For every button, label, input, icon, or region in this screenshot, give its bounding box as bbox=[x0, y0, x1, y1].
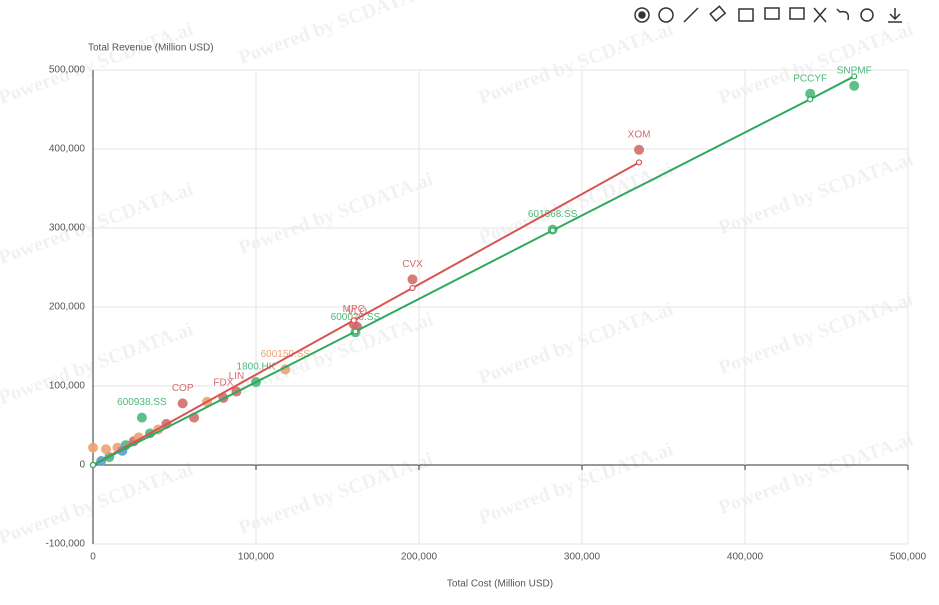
watermark: Powered by SCDATA.ai bbox=[476, 438, 677, 529]
watermark: Powered by SCDATA.ai bbox=[0, 318, 196, 409]
y-tick-label: 100,000 bbox=[49, 381, 86, 392]
watermark: Powered by SCDATA.ai bbox=[476, 18, 677, 109]
trend-point bbox=[350, 317, 357, 324]
tool-refresh[interactable] bbox=[860, 8, 874, 22]
watermark: Powered by SCDATA.ai bbox=[236, 168, 437, 259]
y-tick-label: 400,000 bbox=[49, 144, 86, 155]
point bbox=[849, 80, 860, 91]
tool-line[interactable] bbox=[683, 7, 699, 23]
tool-clear[interactable] bbox=[658, 7, 674, 23]
watermark: Powered by SCDATA.ai bbox=[716, 428, 917, 519]
trend-point bbox=[851, 73, 858, 80]
watermark: Powered by SCDATA.ai bbox=[476, 298, 677, 389]
trend-line bbox=[92, 75, 855, 466]
watermark: Powered by SCDATA.ai bbox=[0, 178, 196, 269]
point-label: 600028.SS bbox=[331, 312, 381, 323]
watermark: Powered by SCDATA.ai bbox=[716, 148, 917, 239]
point-label: XOM bbox=[628, 129, 651, 140]
trend-point bbox=[352, 328, 359, 335]
y-tick-label: 200,000 bbox=[49, 302, 86, 313]
tool-comment[interactable] bbox=[764, 7, 780, 20]
point-label: COP bbox=[172, 383, 194, 394]
tool-download[interactable] bbox=[888, 8, 902, 23]
watermark: Powered by SCDATA.ai bbox=[0, 18, 196, 109]
tool-tag[interactable] bbox=[709, 5, 727, 22]
point-label: 601868.SS bbox=[528, 209, 578, 220]
trend-point bbox=[549, 227, 556, 234]
tool-select-dot bbox=[638, 11, 646, 19]
trend-point bbox=[89, 461, 97, 469]
point bbox=[177, 398, 188, 409]
point bbox=[805, 88, 816, 99]
point-label: 1800.HK bbox=[237, 362, 276, 373]
tool-note[interactable] bbox=[789, 7, 805, 20]
trend-line bbox=[92, 161, 640, 466]
watermarks: Powered by SCDATA.ai Powered by SCDATA.ai… bbox=[0, 0, 916, 549]
tool-select[interactable] bbox=[634, 7, 650, 23]
x-tick-label: 0 bbox=[90, 552, 96, 563]
y-axis-title: Total Revenue (Million USD) bbox=[88, 43, 214, 54]
toolbar bbox=[634, 5, 902, 23]
x-axis-title: Total Cost (Million USD) bbox=[447, 579, 553, 590]
tool-cut[interactable] bbox=[813, 7, 827, 23]
point-label: SNPMF bbox=[837, 65, 872, 76]
point-label: 600938.SS bbox=[117, 397, 167, 408]
point-label: 600150.SS bbox=[261, 349, 311, 360]
point-label: MPC bbox=[343, 304, 365, 315]
point bbox=[101, 444, 112, 455]
tool-table[interactable] bbox=[738, 8, 754, 22]
point-label: FDX bbox=[213, 377, 233, 388]
point bbox=[136, 412, 147, 423]
point-label: PCCYF bbox=[793, 73, 827, 84]
y-tick-label: 300,000 bbox=[49, 223, 86, 234]
y-tick-label: 500,000 bbox=[49, 65, 86, 76]
x-tick-label: 100,000 bbox=[238, 552, 275, 563]
trend-point bbox=[409, 284, 416, 292]
watermark: Powered by SCDATA.ai bbox=[236, 448, 437, 539]
point-label: LIN bbox=[229, 371, 245, 382]
trend-point bbox=[635, 159, 643, 166]
point-label: VLO bbox=[347, 306, 367, 317]
y-tick-label: 0 bbox=[79, 460, 85, 471]
tool-undo[interactable] bbox=[836, 8, 850, 21]
watermark: Powered by SCDATA.ai bbox=[0, 458, 196, 549]
x-tick-label: 300,000 bbox=[564, 552, 601, 563]
point bbox=[407, 274, 418, 285]
trend-point bbox=[807, 96, 814, 103]
watermark: Powered by SCDATA.ai bbox=[236, 0, 437, 69]
x-tick-label: 500,000 bbox=[890, 552, 927, 563]
point bbox=[88, 442, 98, 453]
point bbox=[634, 144, 645, 155]
y-tick-label: -100,000 bbox=[46, 539, 86, 550]
x-tick-label: 200,000 bbox=[401, 552, 438, 563]
point-label: CVX bbox=[402, 259, 423, 270]
watermark: Powered by SCDATA.ai bbox=[716, 288, 917, 379]
x-tick-label: 400,000 bbox=[727, 552, 764, 563]
